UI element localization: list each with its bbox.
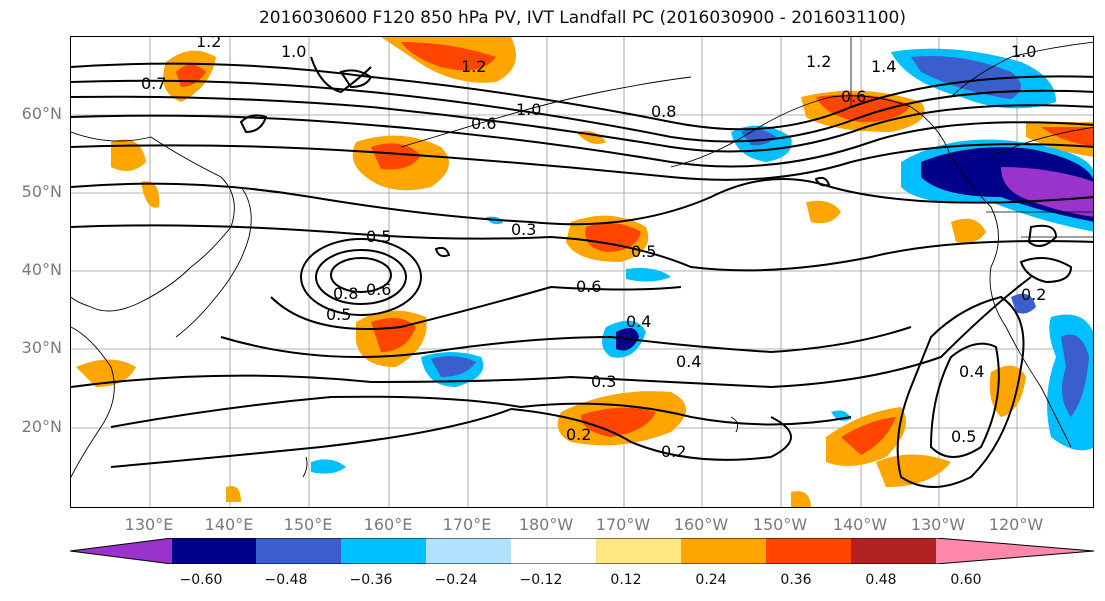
colorbar-tick: 0.60 xyxy=(950,572,982,588)
lon-label: 130°W xyxy=(910,515,966,534)
contour-label: 0.4 xyxy=(626,312,651,331)
borders xyxy=(850,37,1093,238)
contour-label: 0.8 xyxy=(333,284,358,303)
colorbar-outline xyxy=(70,538,1095,564)
contour-label: 0.5 xyxy=(326,305,351,324)
colorbar-segment xyxy=(766,538,851,564)
contour-label: 1.4 xyxy=(871,57,896,76)
contour-label: 1.0 xyxy=(516,100,541,119)
lat-label: 20°N xyxy=(21,417,62,436)
colorbar-tick: 0.12 xyxy=(610,572,642,588)
contour-label: 0.4 xyxy=(676,352,701,371)
contour-label: 1.2 xyxy=(196,37,221,51)
colorbar-tick: 0.48 xyxy=(865,572,897,588)
coastlines xyxy=(71,41,1093,478)
colorbar-segment xyxy=(256,538,341,564)
contour-label: 0.3 xyxy=(591,372,616,391)
lon-label: 160°W xyxy=(673,515,729,534)
colorbar xyxy=(70,538,1095,564)
colorbar-segment-low xyxy=(70,538,172,564)
contour-label: 1.2 xyxy=(806,52,831,71)
contour-label: 0.4 xyxy=(959,362,984,381)
lon-label: 160°E xyxy=(363,515,413,534)
colorbar-segment xyxy=(172,538,256,564)
colorbar-tick: −0.60 xyxy=(179,572,223,588)
lon-label: 140°E xyxy=(204,515,254,534)
contour-label: 1.0 xyxy=(1011,42,1036,61)
colorbar-tick: −0.48 xyxy=(264,572,308,588)
colorbar-segment xyxy=(511,538,596,564)
lon-label: 130°E xyxy=(124,515,174,534)
colorbar-segment xyxy=(596,538,681,564)
lon-label: 170°E xyxy=(442,515,492,534)
contour-label: 0.7 xyxy=(141,74,166,93)
map-panel: 1.2 1.0 1.2 1.2 1.4 1.0 1.0 0.6 0.6 0.8 … xyxy=(70,36,1094,508)
colorbar-tick: −0.36 xyxy=(349,572,393,588)
colorbar-segment xyxy=(681,538,766,564)
contour-label: 0.6 xyxy=(471,114,496,133)
lon-label: 150°E xyxy=(283,515,333,534)
contour-label: 0.2 xyxy=(566,425,591,444)
pc-contours xyxy=(71,56,1093,488)
contour-label: 0.6 xyxy=(366,280,391,299)
colorbar-tick: −0.24 xyxy=(434,572,478,588)
lon-label: 180°W xyxy=(518,515,574,534)
lon-label: 140°W xyxy=(832,515,888,534)
map-title: 2016030600 F120 850 hPa PV, IVT Landfall… xyxy=(258,8,906,28)
colorbar-segment xyxy=(426,538,511,564)
colorbar-segment-high xyxy=(936,538,1094,564)
colorbar-tick: 0.24 xyxy=(695,572,727,588)
contour-label: 0.8 xyxy=(651,102,676,121)
lon-label: 120°W xyxy=(988,515,1044,534)
pv-positive-shading xyxy=(76,37,1093,507)
map-canvas: 1.2 1.0 1.2 1.2 1.4 1.0 1.0 0.6 0.6 0.8 … xyxy=(71,37,1093,507)
contour-label: 0.5 xyxy=(951,427,976,446)
contour-label: 1.2 xyxy=(461,57,486,76)
lon-label: 150°W xyxy=(752,515,808,534)
contour-label: 1.0 xyxy=(281,42,306,61)
lat-label: 50°N xyxy=(21,182,62,201)
contour-label: 0.5 xyxy=(631,242,656,261)
colorbar-tick: −0.12 xyxy=(519,572,563,588)
colorbar-segment xyxy=(851,538,936,564)
lat-label: 40°N xyxy=(21,260,62,279)
colorbar-tick: 0.36 xyxy=(780,572,812,588)
contour-labels: 1.2 1.0 1.2 1.2 1.4 1.0 1.0 0.6 0.6 0.8 … xyxy=(141,37,1046,461)
lon-label: 170°W xyxy=(595,515,651,534)
contour-label: 0.6 xyxy=(576,277,601,296)
contour-label: 0.2 xyxy=(661,442,686,461)
lat-label: 30°N xyxy=(21,338,62,357)
contour-label: 0.5 xyxy=(366,227,391,246)
colorbar-segment xyxy=(341,538,426,564)
contour-label: 0.6 xyxy=(841,87,866,106)
contour-label: 0.3 xyxy=(511,220,536,239)
lat-label: 60°N xyxy=(21,104,62,123)
contour-label: 0.2 xyxy=(1021,285,1046,304)
